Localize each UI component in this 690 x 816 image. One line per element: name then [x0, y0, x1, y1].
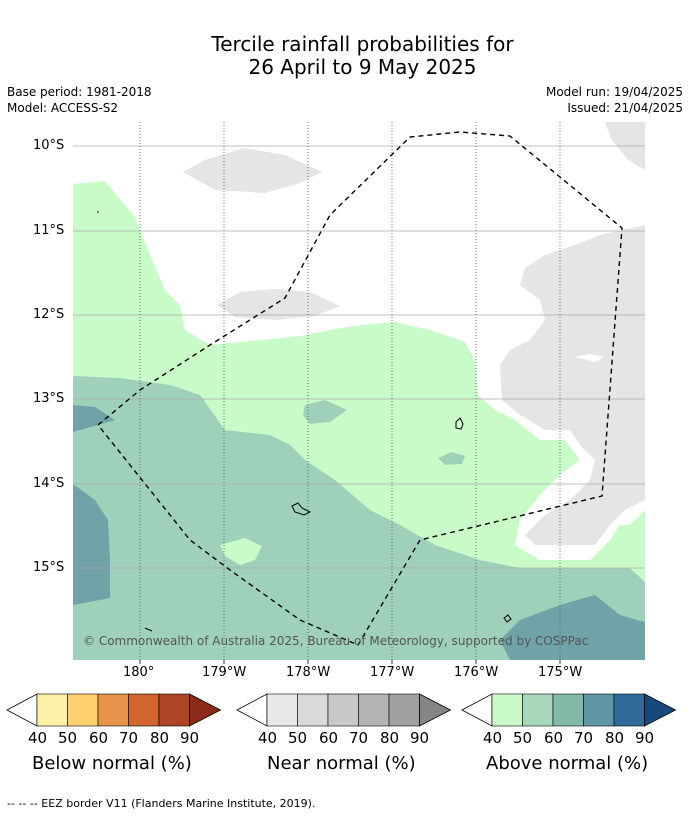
lat-label: 15°S [33, 560, 65, 575]
colorbar-min-arrow [461, 693, 493, 727]
colorbar-min-arrow [236, 693, 268, 727]
colorbar-legends [6, 693, 677, 727]
base-period-label: Base period: 1981-2018 [7, 85, 152, 99]
model-run-label: Model run: 19/04/2025 [545, 85, 683, 99]
below-tick: 50 [58, 729, 78, 747]
above-tick: 50 [513, 729, 533, 747]
near-tick: 60 [319, 729, 339, 747]
above-tick: 40 [483, 729, 503, 747]
below-tick: 60 [89, 729, 109, 747]
colorbar-segment [266, 693, 298, 727]
above-tick: 60 [544, 729, 564, 747]
below-tick: 70 [119, 729, 139, 747]
colorbar-min-arrow [6, 693, 38, 727]
eez-border [97, 131, 623, 646]
colorbar-segment [67, 693, 99, 727]
colorbar-segment [128, 693, 160, 727]
lon-label: 177°W [370, 665, 415, 680]
near-tick: 40 [258, 729, 278, 747]
colorbar-segment [552, 693, 584, 727]
near-tick: 90 [410, 729, 430, 747]
map-title-line2: 26 April to 9 May 2025 [248, 55, 477, 79]
near-tick: 80 [380, 729, 400, 747]
colorbar-segment [297, 693, 329, 727]
colorbar-segment [491, 693, 523, 727]
lat-label: 10°S [33, 138, 65, 153]
below-tick: 40 [28, 729, 48, 747]
colorbar-segment [158, 693, 190, 727]
colorbar-segment [583, 693, 615, 727]
lon-label: 175°W [538, 665, 583, 680]
copyright-notice: © Commonwealth of Australia 2025, Bureau… [83, 634, 589, 648]
lon-label: 178°W [286, 665, 331, 680]
above-tick: 90 [635, 729, 655, 747]
above-normal-60-region [73, 405, 115, 432]
above-tick: 70 [574, 729, 594, 747]
near-tick: 50 [288, 729, 308, 747]
model-label: Model: ACCESS-S2 [7, 101, 119, 115]
map-title-line1: Tercile rainfall probabilities for [211, 32, 514, 56]
colorbar-segment [388, 693, 420, 727]
above-normal-colorbar [461, 693, 677, 727]
colorbar-segment [36, 693, 68, 727]
colorbar-max-arrow [644, 693, 677, 727]
lat-label: 14°S [33, 476, 65, 491]
below-tick: 90 [180, 729, 200, 747]
lon-label: 180° [123, 665, 155, 680]
colorbar-max-arrow [419, 693, 452, 727]
near-tick: 70 [349, 729, 369, 747]
lat-label: 11°S [33, 223, 65, 238]
colorbar-segment [358, 693, 390, 727]
near-normal-40-region [183, 148, 322, 193]
above-normal-50-region [73, 376, 645, 660]
colorbar-max-arrow [189, 693, 222, 727]
lat-label: 13°S [33, 391, 65, 406]
colorbar-segment [522, 693, 554, 727]
lon-label: 179°W [202, 665, 247, 680]
lat-label: 12°S [33, 307, 65, 322]
above-normal-caption: Above normal (%) [486, 753, 649, 774]
above-tick: 80 [605, 729, 625, 747]
colorbar-segment [327, 693, 359, 727]
eez-footnote: -- -- -- EEZ border V11 (Flanders Marine… [7, 797, 316, 810]
below-normal-colorbar [6, 693, 222, 727]
colorbar-segment [97, 693, 129, 727]
issued-label: Issued: 21/04/2025 [567, 101, 683, 115]
below-tick: 80 [150, 729, 170, 747]
lon-label: 176°W [454, 665, 499, 680]
below-normal-caption: Below normal (%) [32, 753, 192, 774]
near-normal-caption: Near normal (%) [267, 753, 416, 774]
colorbar-segment [613, 693, 645, 727]
near-normal-colorbar [236, 693, 452, 727]
